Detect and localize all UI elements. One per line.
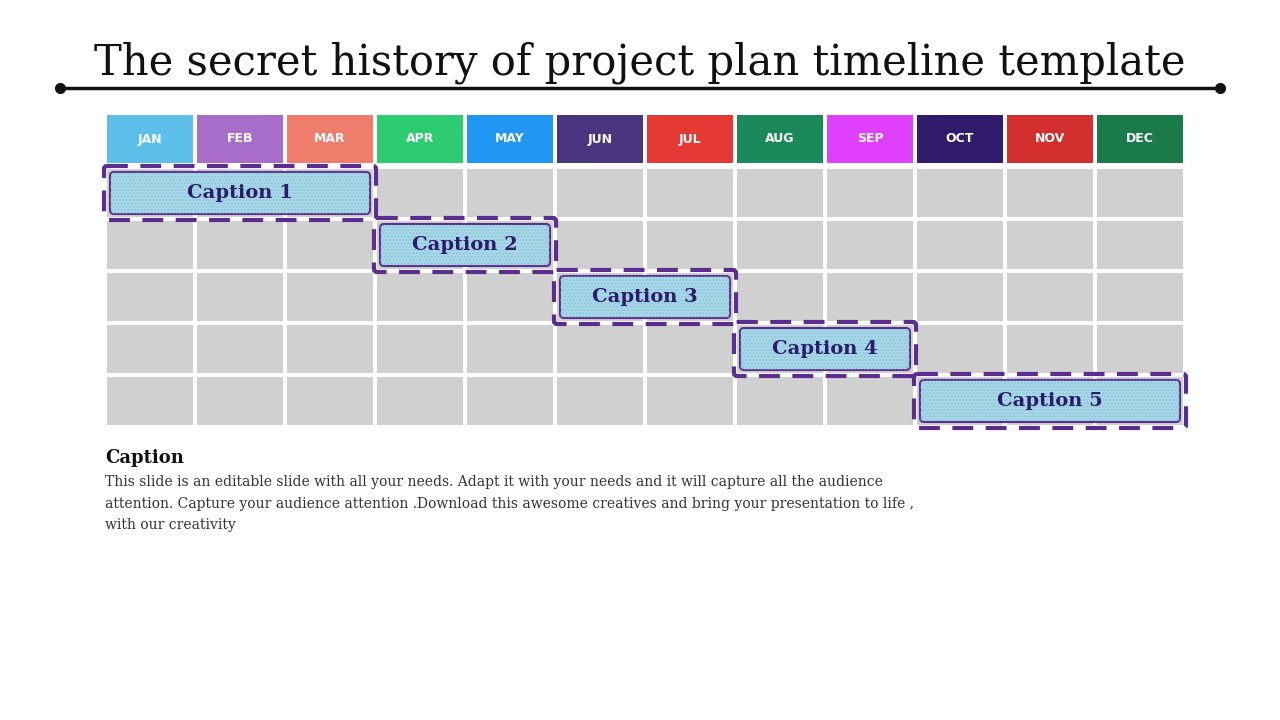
FancyBboxPatch shape — [380, 224, 550, 266]
FancyBboxPatch shape — [737, 115, 823, 163]
FancyBboxPatch shape — [1007, 273, 1093, 321]
FancyBboxPatch shape — [557, 115, 643, 163]
FancyBboxPatch shape — [557, 377, 643, 425]
FancyBboxPatch shape — [737, 325, 823, 373]
FancyBboxPatch shape — [378, 169, 463, 217]
FancyBboxPatch shape — [287, 221, 372, 269]
Text: Caption 1: Caption 1 — [187, 184, 293, 202]
Text: JUL: JUL — [678, 132, 701, 145]
FancyBboxPatch shape — [467, 273, 553, 321]
Text: JAN: JAN — [138, 132, 163, 145]
FancyBboxPatch shape — [740, 328, 910, 370]
FancyBboxPatch shape — [557, 221, 643, 269]
FancyBboxPatch shape — [827, 169, 913, 217]
FancyBboxPatch shape — [1007, 115, 1093, 163]
FancyBboxPatch shape — [646, 115, 733, 163]
Text: JUN: JUN — [588, 132, 613, 145]
FancyBboxPatch shape — [287, 169, 372, 217]
FancyBboxPatch shape — [467, 377, 553, 425]
FancyBboxPatch shape — [287, 377, 372, 425]
FancyBboxPatch shape — [557, 169, 643, 217]
FancyBboxPatch shape — [737, 169, 823, 217]
Text: DEC: DEC — [1126, 132, 1155, 145]
FancyBboxPatch shape — [108, 377, 193, 425]
FancyBboxPatch shape — [378, 325, 463, 373]
FancyBboxPatch shape — [197, 221, 283, 269]
Text: The secret history of project plan timeline template: The secret history of project plan timel… — [95, 42, 1185, 84]
FancyBboxPatch shape — [646, 169, 733, 217]
FancyBboxPatch shape — [110, 172, 370, 214]
FancyBboxPatch shape — [467, 325, 553, 373]
FancyBboxPatch shape — [378, 377, 463, 425]
FancyBboxPatch shape — [916, 115, 1004, 163]
FancyBboxPatch shape — [467, 115, 553, 163]
FancyBboxPatch shape — [108, 325, 193, 373]
Text: FEB: FEB — [227, 132, 253, 145]
FancyBboxPatch shape — [378, 273, 463, 321]
FancyBboxPatch shape — [1007, 325, 1093, 373]
FancyBboxPatch shape — [378, 221, 463, 269]
Text: Caption 5: Caption 5 — [997, 392, 1103, 410]
FancyBboxPatch shape — [1097, 325, 1183, 373]
FancyBboxPatch shape — [1097, 115, 1183, 163]
FancyBboxPatch shape — [108, 169, 193, 217]
Text: Caption 4: Caption 4 — [772, 340, 878, 358]
FancyBboxPatch shape — [197, 169, 283, 217]
FancyBboxPatch shape — [1007, 169, 1093, 217]
FancyBboxPatch shape — [916, 169, 1004, 217]
FancyBboxPatch shape — [197, 377, 283, 425]
FancyBboxPatch shape — [646, 325, 733, 373]
FancyBboxPatch shape — [287, 115, 372, 163]
FancyBboxPatch shape — [557, 273, 643, 321]
FancyBboxPatch shape — [287, 273, 372, 321]
FancyBboxPatch shape — [1007, 221, 1093, 269]
FancyBboxPatch shape — [827, 325, 913, 373]
FancyBboxPatch shape — [916, 325, 1004, 373]
FancyBboxPatch shape — [737, 377, 823, 425]
FancyBboxPatch shape — [916, 273, 1004, 321]
FancyBboxPatch shape — [737, 273, 823, 321]
FancyBboxPatch shape — [108, 273, 193, 321]
FancyBboxPatch shape — [827, 221, 913, 269]
Text: Caption 3: Caption 3 — [593, 288, 698, 306]
FancyBboxPatch shape — [1097, 169, 1183, 217]
FancyBboxPatch shape — [467, 169, 553, 217]
FancyBboxPatch shape — [827, 377, 913, 425]
Text: SEP: SEP — [856, 132, 883, 145]
FancyBboxPatch shape — [646, 273, 733, 321]
Text: AUG: AUG — [765, 132, 795, 145]
Text: APR: APR — [406, 132, 434, 145]
Text: MAR: MAR — [314, 132, 346, 145]
FancyBboxPatch shape — [108, 115, 193, 163]
FancyBboxPatch shape — [920, 380, 1180, 422]
Text: OCT: OCT — [946, 132, 974, 145]
Text: MAY: MAY — [495, 132, 525, 145]
FancyBboxPatch shape — [557, 325, 643, 373]
Text: Caption 2: Caption 2 — [412, 236, 518, 254]
FancyBboxPatch shape — [827, 115, 913, 163]
FancyBboxPatch shape — [1097, 221, 1183, 269]
Text: This slide is an editable slide with all your needs. Adapt it with your needs an: This slide is an editable slide with all… — [105, 475, 914, 532]
FancyBboxPatch shape — [1007, 377, 1093, 425]
FancyBboxPatch shape — [561, 276, 730, 318]
FancyBboxPatch shape — [827, 273, 913, 321]
FancyBboxPatch shape — [916, 377, 1004, 425]
FancyBboxPatch shape — [378, 115, 463, 163]
Text: Caption: Caption — [105, 449, 184, 467]
Text: NOV: NOV — [1034, 132, 1065, 145]
FancyBboxPatch shape — [737, 221, 823, 269]
FancyBboxPatch shape — [467, 221, 553, 269]
FancyBboxPatch shape — [1097, 377, 1183, 425]
FancyBboxPatch shape — [916, 221, 1004, 269]
FancyBboxPatch shape — [197, 273, 283, 321]
FancyBboxPatch shape — [1097, 273, 1183, 321]
FancyBboxPatch shape — [287, 325, 372, 373]
FancyBboxPatch shape — [108, 221, 193, 269]
FancyBboxPatch shape — [646, 377, 733, 425]
FancyBboxPatch shape — [197, 325, 283, 373]
FancyBboxPatch shape — [646, 221, 733, 269]
FancyBboxPatch shape — [197, 115, 283, 163]
